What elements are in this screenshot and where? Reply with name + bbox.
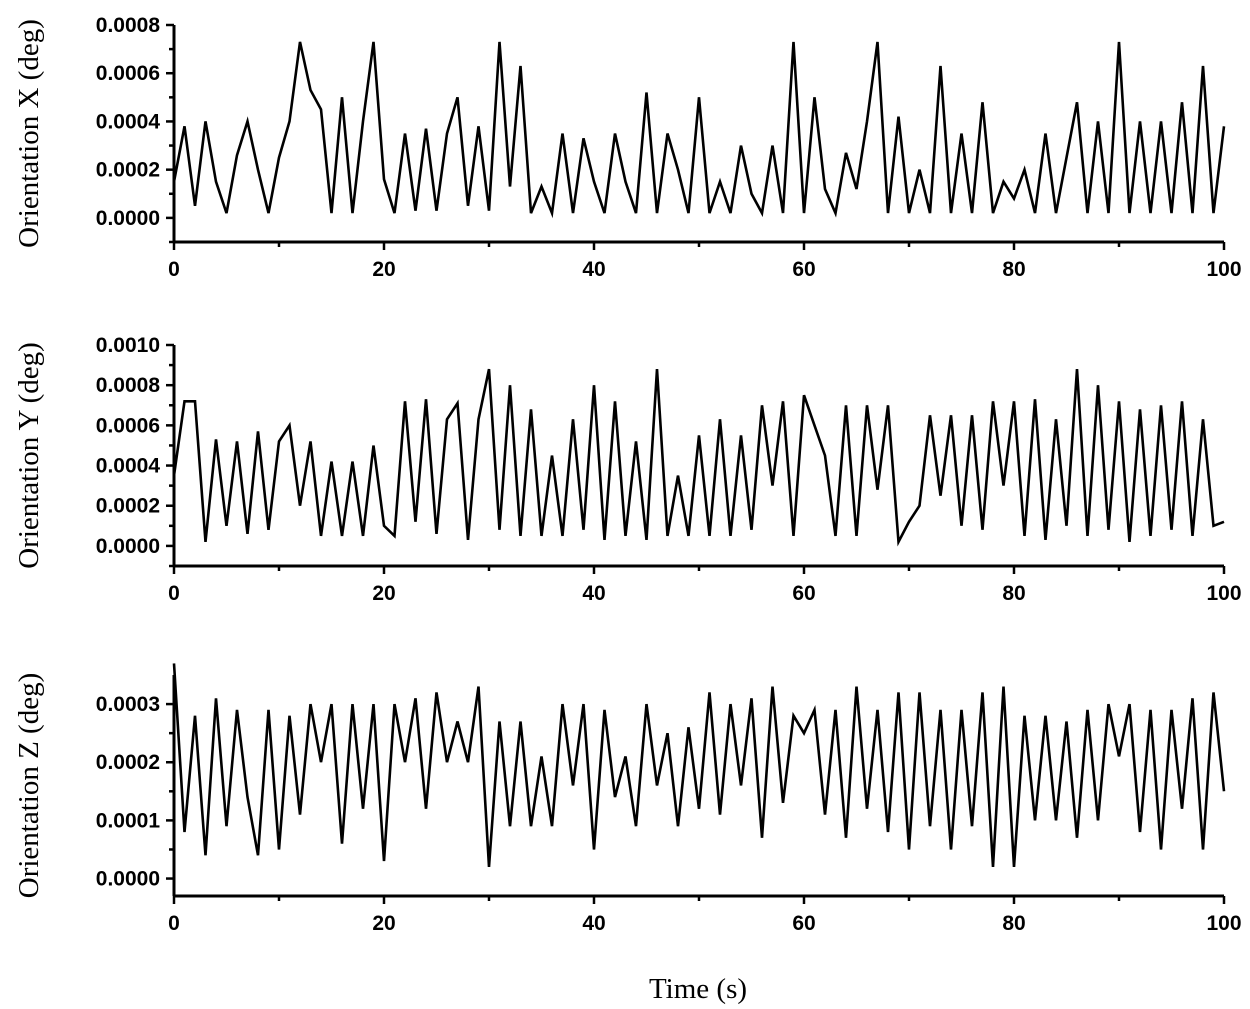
x-tick-label: 100: [1206, 258, 1241, 281]
y-tick-label: 0.0003: [96, 693, 160, 716]
x-tick-label: 80: [1002, 258, 1025, 281]
y-tick-label: 0.0006: [96, 414, 160, 437]
x-tick-label: 100: [1206, 912, 1241, 935]
y-tick-label: 0.0010: [96, 334, 160, 357]
y-axis-title: Orientation Z (deg): [13, 673, 45, 898]
panel-orientation-z: 0 20 40 60 80 100 0.0000 0.0001 0.0002 0.0003 Orie…: [13, 663, 1242, 935]
series-line: [172, 663, 1226, 867]
x-tick-label: 60: [792, 912, 815, 935]
y-tick-label: 0.0000: [96, 868, 160, 891]
y-tick-label: 0.0006: [96, 62, 160, 85]
x-tick-label: 20: [372, 912, 395, 935]
y-axis-title: Orientation X (deg): [13, 19, 45, 248]
y-tick-label: 0.0004: [96, 110, 161, 133]
panel-orientation-x: 0 20 40 60 80 100 0.0000 0.0002 0.0004 0.0006 0.00…: [13, 14, 1242, 281]
x-tick-label: 0: [168, 258, 180, 281]
x-tick-label: 80: [1002, 912, 1025, 935]
x-tick-label: 40: [582, 582, 605, 605]
panel-orientation-y: 0 20 40 60 80 100 0.0000 0.0002 0.0004 0.0006 0.00…: [13, 334, 1242, 605]
x-tick-label: 80: [1002, 582, 1025, 605]
x-tick-label: 100: [1206, 582, 1241, 605]
y-tick-label: 0.0002: [96, 159, 160, 182]
y-axis-title: Orientation Y (deg): [13, 342, 45, 569]
x-tick-label: 20: [372, 582, 395, 605]
x-axis-title: Time (s): [649, 973, 747, 1005]
y-tick-label: 0.0000: [96, 535, 160, 558]
x-tick-label: 40: [582, 258, 605, 281]
x-tick-label: 60: [792, 582, 815, 605]
y-tick-label: 0.0008: [96, 374, 161, 397]
series-line: [172, 368, 1225, 547]
y-tick-label: 0.0004: [96, 455, 161, 478]
y-tick-label: 0.0001: [96, 809, 161, 832]
x-tick-label: 0: [168, 582, 180, 605]
y-tick-label: 0.0008: [96, 14, 161, 37]
y-tick-label: 0.0000: [96, 207, 160, 230]
x-tick-label: 60: [792, 258, 815, 281]
series-line: [172, 41, 1226, 219]
x-tick-label: 20: [372, 258, 395, 281]
y-tick-label: 0.0002: [96, 495, 160, 518]
x-tick-label: 40: [582, 912, 605, 935]
x-tick-label: 0: [168, 912, 180, 935]
y-tick-label: 0.0002: [96, 751, 160, 774]
